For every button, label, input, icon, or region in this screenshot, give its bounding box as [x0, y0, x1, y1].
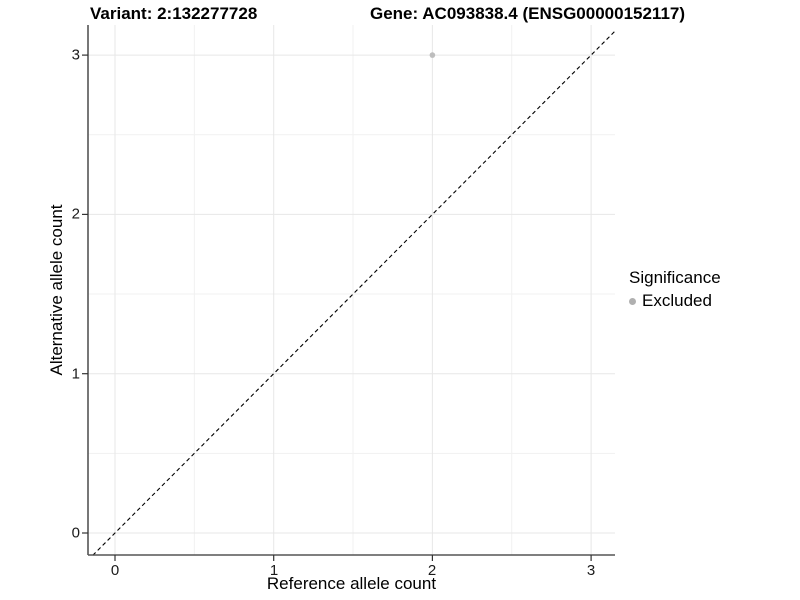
- y-tick-label-0: 0: [71, 524, 80, 542]
- legend-title: Significance: [629, 268, 721, 287]
- axis-lines: [87, 25, 615, 556]
- x-tick-label-3: 3: [586, 562, 596, 579]
- y-axis-title: Alternative allele count: [47, 204, 66, 376]
- x-tick-label-1: 1: [269, 562, 279, 579]
- legend: Significance Excluded: [629, 268, 721, 311]
- gene-title: Gene: AC093838.4 (ENSG00000152117): [370, 4, 686, 23]
- legend-item-label: Excluded: [642, 291, 712, 310]
- axis-tick-marks: [82, 54, 592, 561]
- x-axis-title: Reference allele count: [266, 574, 437, 593]
- y-tick-label-2: 2: [71, 205, 80, 223]
- x-tick-label-2: 2: [427, 562, 437, 579]
- grid-minor-lines: [88, 25, 615, 555]
- data-points: [429, 52, 436, 58]
- y-tick-label-1: 1: [71, 365, 80, 383]
- legend-item-excluded: Excluded: [629, 291, 721, 311]
- grid-major-lines: [88, 25, 615, 555]
- excluded-point-icon: [629, 297, 636, 305]
- y-tick-label-3: 3: [71, 46, 80, 64]
- x-tick-label-0: 0: [110, 562, 120, 579]
- data-point-excluded: [429, 52, 436, 58]
- identity-dashed-line: [92, 30, 616, 556]
- variant-title: Variant: 2:132277728: [90, 4, 258, 23]
